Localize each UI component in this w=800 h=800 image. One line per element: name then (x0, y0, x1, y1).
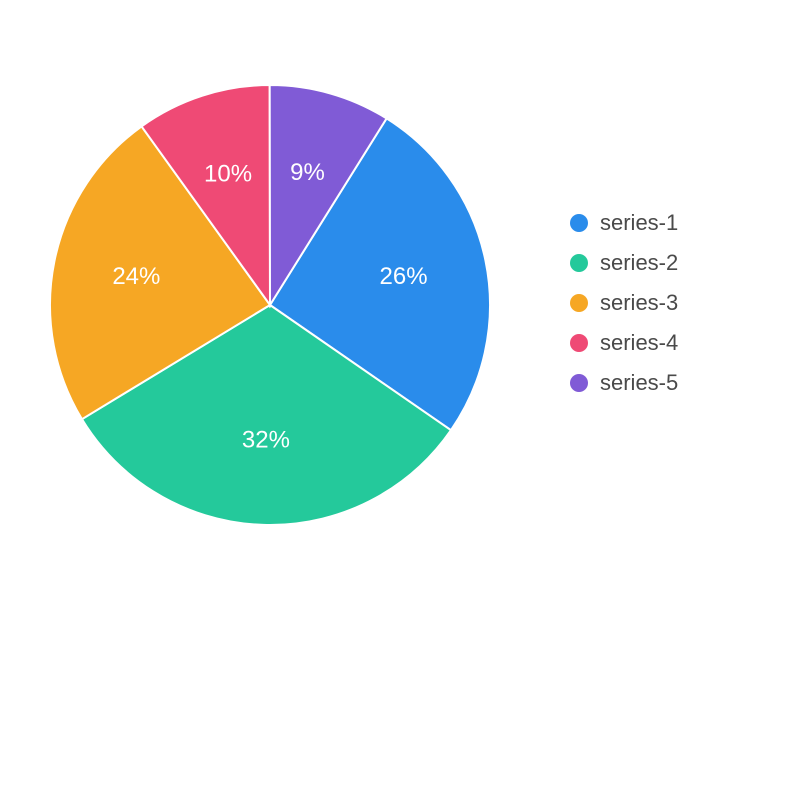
legend-swatch-icon (570, 334, 588, 352)
legend-swatch-icon (570, 374, 588, 392)
legend-label: series-3 (600, 290, 678, 316)
legend-label: series-4 (600, 330, 678, 356)
legend-label: series-5 (600, 370, 678, 396)
slice-label-series-3: 24% (112, 263, 160, 290)
legend: series-1 series-2 series-3 series-4 series-5 (570, 210, 678, 396)
legend-item-series-4[interactable]: series-4 (570, 330, 678, 356)
pie-chart-container: 26%32%24%10%9% series-1series-2series-3s… (0, 0, 800, 800)
legend-item-series-1[interactable]: series-1 (570, 210, 678, 236)
legend-swatch-icon (570, 294, 588, 312)
legend-label: series-1 (600, 210, 678, 236)
legend-item-series-2[interactable]: series-2 (570, 250, 678, 276)
legend-item-series-3[interactable]: series-3 (570, 290, 678, 316)
pie-chart-svg: 26% 32% 24% 10% 9% (0, 0, 800, 800)
slice-label-series-1: 26% (380, 263, 428, 290)
slice-label-series-2: 32% (242, 427, 290, 454)
slice-label-series-4: 10% (204, 161, 252, 188)
legend-item-series-5[interactable]: series-5 (570, 370, 678, 396)
legend-label: series-2 (600, 250, 678, 276)
legend-swatch-icon (570, 254, 588, 272)
slice-label-series-5: 9% (290, 159, 325, 186)
legend-swatch-icon (570, 214, 588, 232)
